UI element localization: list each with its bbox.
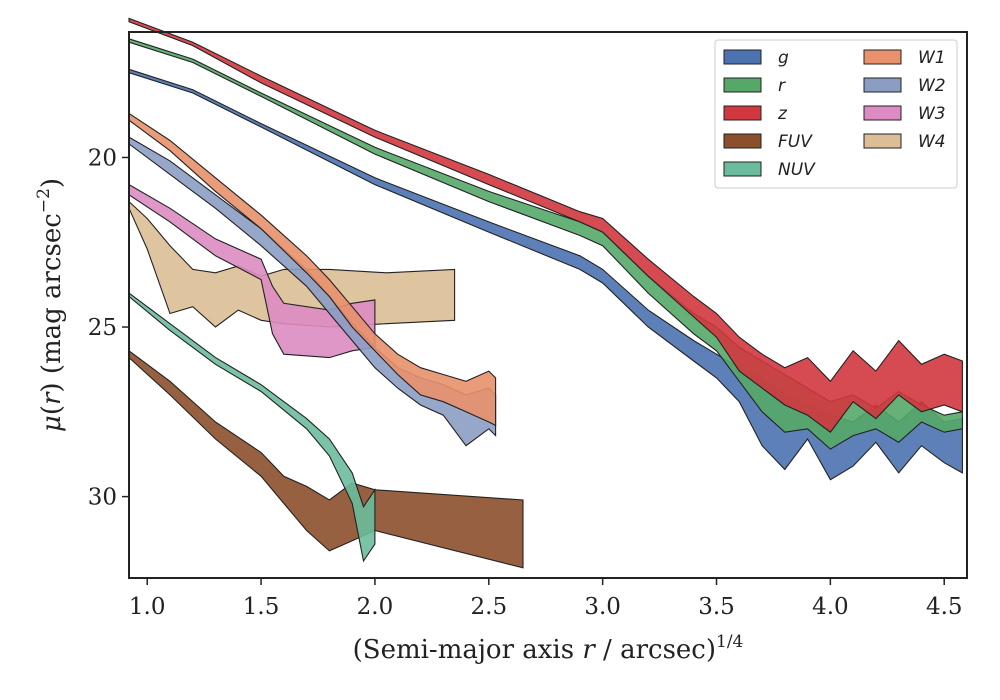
- x-tick-label: 4.0: [812, 594, 849, 620]
- legend-swatch-g: [723, 49, 762, 65]
- series-areas: [128, 17, 963, 569]
- y-tick-label: 20: [88, 145, 117, 171]
- x-tick-label: 4.5: [926, 594, 963, 620]
- legend-swatch-W3: [863, 105, 902, 121]
- legend-label-z: z: [777, 104, 788, 124]
- legend-label-FUV: FUV: [778, 132, 813, 152]
- x-tick-label: 2.5: [471, 594, 508, 620]
- legend-label-W2: W2: [918, 76, 946, 96]
- x-tick-label: 1.5: [243, 594, 280, 620]
- legend-label-W3: W3: [918, 104, 946, 124]
- series-area-z: [128, 17, 963, 433]
- legend-label-W1: W1: [918, 48, 946, 68]
- legend: grz FUV NUV W1 W2 W3 W4: [714, 39, 958, 189]
- legend-swatch-W1: [863, 49, 902, 65]
- x-axis-label: (Semi-major axis r / arcsec)1/4: [353, 632, 744, 665]
- legend-label-r: r: [778, 76, 786, 96]
- legend-label-g: g: [778, 48, 789, 68]
- legend-swatch-W2: [863, 77, 902, 93]
- plot-frame: [128, 31, 968, 579]
- x-tick-label: 2.0: [357, 594, 394, 620]
- x-axis: 1.0 1.5 2.0 2.5 3.0 3.5 4.0 4.5: [129, 578, 963, 620]
- y-axis: 20 25 30: [88, 145, 129, 511]
- legend-label-NUV: NUV: [778, 160, 816, 180]
- y-axis-label: μ(r) (mag arcsec−2): [34, 178, 67, 432]
- y-tick-label: 25: [88, 315, 117, 341]
- y-tick-label: 30: [88, 485, 117, 511]
- series-area-W1: [128, 112, 497, 427]
- series-area-NUV: [128, 292, 376, 563]
- legend-box: [714, 39, 958, 189]
- x-tick-label: 1.0: [129, 594, 166, 620]
- legend-swatch-r: [723, 77, 762, 93]
- series-area-W4: [128, 200, 456, 328]
- legend-label-W4: W4: [918, 132, 946, 152]
- x-tick-label: 3.0: [584, 594, 621, 620]
- legend-swatch-z: [723, 105, 762, 121]
- series-area-FUV: [128, 349, 524, 569]
- legend-swatch-NUV: [723, 161, 762, 177]
- legend-swatch-W4: [863, 133, 902, 149]
- legend-swatch-FUV: [723, 133, 762, 149]
- x-tick-label: 3.5: [698, 594, 735, 620]
